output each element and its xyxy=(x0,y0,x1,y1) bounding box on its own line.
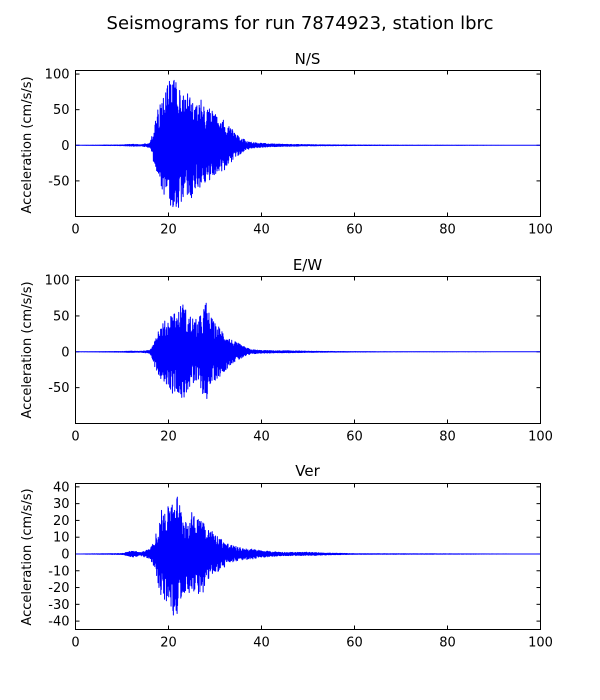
ytick-label-ver--40: -40 xyxy=(48,615,69,630)
xtick-label-ver-40: 40 xyxy=(253,636,270,651)
ytick-label-ew-0: 0 xyxy=(61,345,69,360)
ytick-label-ver--30: -30 xyxy=(48,598,69,613)
plot-frame-ew xyxy=(75,276,541,424)
ytick-label-ver--20: -20 xyxy=(48,581,69,596)
xtick-label-ver-20: 20 xyxy=(160,636,177,651)
panel-title-ew: E/W xyxy=(293,256,323,274)
trace-ew-wrap xyxy=(75,302,541,399)
plot-frame-ns xyxy=(75,70,541,217)
ticks-ns: 0 20 40 60 80 100 -50 0 50 100 xyxy=(45,68,553,238)
ytick-label-ns-50: 50 xyxy=(53,103,70,118)
ytick-label-ver-10: 10 xyxy=(53,531,70,546)
xtick-label-ver-60: 60 xyxy=(346,636,363,651)
trace-ns xyxy=(75,79,541,208)
ytick-label-ns-100: 100 xyxy=(45,68,70,83)
ytick-label-ver-0: 0 xyxy=(61,547,69,562)
ticks-ew: 0 20 40 60 80 100 -50 0 50 100 xyxy=(45,274,553,445)
xtick-label-ver-100: 100 xyxy=(528,636,553,651)
panel-ew: E/W Acceleration (cm/s/s) 0 20 40 60 80 100 -5… xyxy=(20,256,553,445)
ytick-label-ns-0: 0 xyxy=(61,139,69,154)
panel-title-ns: N/S xyxy=(295,50,321,68)
ylabel-ver: Acceleration (cm/s/s) xyxy=(20,488,35,625)
xtick-label-ew-80: 80 xyxy=(439,430,456,445)
xtick-label-ew-0: 0 xyxy=(71,430,79,445)
xtick-label-ew-100: 100 xyxy=(528,430,553,445)
ytick-label-ver-30: 30 xyxy=(53,497,70,512)
ytick-label-ew-50: 50 xyxy=(53,309,70,324)
ylabel-ns: Acceleration (cm/s/s) xyxy=(20,76,35,213)
panel-title-ver: Ver xyxy=(295,462,320,480)
xtick-label-ew-40: 40 xyxy=(253,430,270,445)
xtick-label-ns-0: 0 xyxy=(71,223,79,238)
xtick-label-ver-80: 80 xyxy=(439,636,456,651)
figure-title: Seismograms for run 7874923, station lbr… xyxy=(107,13,494,34)
trace-ver xyxy=(75,496,541,616)
ytick-label-ns--50: -50 xyxy=(48,174,69,189)
trace-ver-wrap xyxy=(75,496,541,616)
trace-ew xyxy=(75,302,541,399)
xtick-label-ver-0: 0 xyxy=(71,636,79,651)
ytick-label-ew-100: 100 xyxy=(45,274,70,289)
xtick-label-ns-40: 40 xyxy=(253,223,270,238)
xtick-label-ns-80: 80 xyxy=(439,223,456,238)
ylabel-ew: Acceleration (cm/s/s) xyxy=(20,281,35,418)
ytick-label-ver-40: 40 xyxy=(53,480,70,495)
xtick-label-ew-60: 60 xyxy=(346,430,363,445)
ytick-label-ver-20: 20 xyxy=(53,514,70,529)
trace-ns-wrap xyxy=(75,79,541,208)
plot-frame-ver xyxy=(75,483,541,630)
xtick-label-ns-60: 60 xyxy=(346,223,363,238)
xtick-label-ns-20: 20 xyxy=(160,223,177,238)
xtick-label-ns-100: 100 xyxy=(528,223,553,238)
ytick-label-ew--50: -50 xyxy=(48,381,69,396)
ytick-label-ver--10: -10 xyxy=(48,564,69,579)
panel-ns: N/S Acceleration (cm/s/s) 0 20 40 60 80 100 -5… xyxy=(20,50,553,238)
xtick-label-ew-20: 20 xyxy=(160,430,177,445)
panel-ver: Ver Acceleration (cm/s/s) 0 20 40 60 80 100-4… xyxy=(20,462,553,651)
